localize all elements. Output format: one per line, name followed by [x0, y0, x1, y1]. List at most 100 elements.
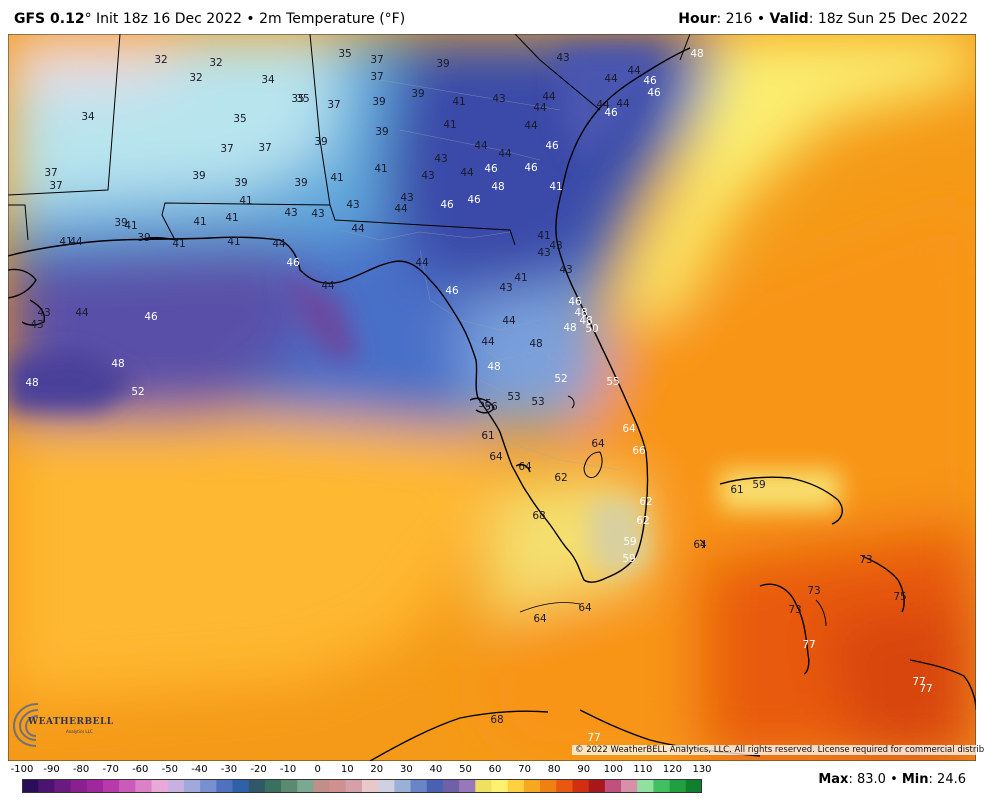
- temperature-label: 37: [44, 167, 57, 179]
- temperature-label: 43: [421, 170, 434, 182]
- temperature-label: 48: [487, 361, 500, 373]
- temperature-label: 39: [114, 217, 127, 229]
- colorbar-swatch: [475, 779, 493, 793]
- colorbar-tick-label: 30: [399, 764, 413, 775]
- colorbar-swatch: [588, 779, 606, 793]
- temperature-label: 44: [533, 102, 547, 114]
- max-label: Max: [818, 772, 849, 787]
- variable-name: 2m Temperature (°F): [259, 11, 406, 27]
- temperature-label: 46: [440, 199, 454, 211]
- temperature-label: 61: [730, 484, 743, 496]
- logo-name: WEATHERBELL: [28, 717, 114, 727]
- colorbar-swatch: [248, 779, 266, 793]
- colorbar-swatch: [183, 779, 201, 793]
- header-bar: GFS 0.12° Init 18z 16 Dec 2022 • 2m Temp…: [0, 0, 984, 34]
- temperature-label: 46: [568, 296, 582, 308]
- temperature-label: 77: [802, 639, 815, 651]
- temperature-label: 44: [524, 120, 538, 132]
- temperature-label: 41: [537, 230, 550, 242]
- state-boundaries: [8, 34, 691, 246]
- temperature-label: 39: [314, 136, 327, 148]
- county-lines: [339, 79, 621, 471]
- colorbar-swatch: [442, 779, 460, 793]
- temperature-label: 43: [537, 247, 550, 259]
- colorbar-swatch: [621, 779, 638, 793]
- colorbar-swatch: [362, 779, 379, 793]
- temperature-label: 46: [545, 140, 559, 152]
- temperature-label: 73: [807, 585, 820, 597]
- init-time: Init 18z 16 Dec 2022: [96, 11, 242, 27]
- temperature-label: 77: [912, 676, 925, 688]
- temperature-field-detail: [8, 50, 840, 580]
- temperature-label: 44: [481, 336, 495, 348]
- temperature-label: 37: [49, 180, 62, 192]
- colorbar-swatch: [345, 779, 363, 793]
- temperature-label: 43: [434, 153, 447, 165]
- temperature-label: 59: [623, 536, 636, 548]
- colorbar-swatch: [685, 779, 702, 793]
- temperature-label: 73: [859, 554, 872, 566]
- temperature-label: 48: [690, 48, 703, 60]
- max-value: : 83.0: [848, 772, 886, 787]
- colorbar-swatch: [637, 779, 655, 793]
- temperature-label: 44: [75, 307, 89, 319]
- colorbar-tick-label: 70: [518, 764, 531, 775]
- colorbar-swatch: [216, 779, 234, 793]
- colorbar-swatch: [102, 779, 120, 793]
- colorbar-tick-label: -90: [43, 764, 60, 775]
- colorbar-strip: [22, 779, 702, 793]
- model-name: GFS 0.12: [14, 11, 85, 27]
- min-label: Min: [901, 772, 929, 787]
- temperature-label: 44: [474, 140, 488, 152]
- colorbar-swatch: [329, 779, 347, 793]
- temperature-label: 35: [338, 48, 351, 60]
- colorbar-swatch: [281, 779, 298, 793]
- temperature-label: 41: [330, 172, 343, 184]
- colorbar-swatch: [426, 779, 444, 793]
- temperature-label: 75: [893, 591, 906, 603]
- colorbar-tick-label: 90: [577, 764, 591, 775]
- temperature-label: 68: [532, 510, 545, 522]
- temperature-label: 64: [693, 539, 707, 551]
- colorbar-tick-label: 110: [633, 764, 653, 775]
- temperature-label: 39: [372, 96, 385, 108]
- valid-label: Valid: [769, 11, 809, 27]
- temperature-label: 43: [559, 264, 572, 276]
- colorbar-swatch: [556, 779, 574, 793]
- colorbar-swatch: [264, 779, 282, 793]
- temperature-label: 62: [554, 472, 567, 484]
- temperature-label: 46: [445, 285, 459, 297]
- temperature-label: 43: [492, 93, 505, 105]
- logo-subtitle: Analytics LLC: [66, 729, 93, 734]
- temperature-label: 43: [346, 199, 359, 211]
- colorbar-swatch: [669, 779, 687, 793]
- temperature-label: 41: [124, 220, 137, 232]
- colorbar-swatch: [507, 779, 525, 793]
- weatherbell-logo-icon: [12, 703, 39, 747]
- temperature-label: 73: [788, 604, 801, 616]
- temperature-label: 39: [137, 232, 150, 244]
- temperature-label: 32: [154, 54, 167, 66]
- temperature-label: 43: [37, 307, 50, 319]
- colorbar-swatch: [394, 779, 412, 793]
- temperature-label: 68: [490, 714, 503, 726]
- max-min-readout: Max: 83.0 • Min: 24.6: [818, 772, 966, 787]
- temperature-label: 35: [233, 113, 246, 125]
- temperature-label: 53: [531, 396, 544, 408]
- temperature-label: 44: [415, 257, 429, 269]
- temperature-label: 52: [131, 386, 144, 398]
- colorbar-tick-label: 100: [603, 764, 623, 775]
- colorbar-swatch: [54, 779, 72, 793]
- temperature-label: 41: [193, 216, 206, 228]
- maxmin-bullet: •: [890, 772, 898, 787]
- temperature-label: 41: [452, 96, 465, 108]
- hour-value: : 216: [716, 11, 753, 27]
- colorbar-tick-label: 40: [429, 764, 443, 775]
- colorbar-swatch: [523, 779, 541, 793]
- colorbar-tick-label: 50: [459, 764, 472, 775]
- temperature-label: 39: [375, 126, 388, 138]
- colorbar-swatch: [410, 779, 428, 793]
- temperature-label: 43: [556, 52, 569, 64]
- temperature-label: 64: [622, 423, 636, 435]
- temperature-label: 41: [514, 272, 527, 284]
